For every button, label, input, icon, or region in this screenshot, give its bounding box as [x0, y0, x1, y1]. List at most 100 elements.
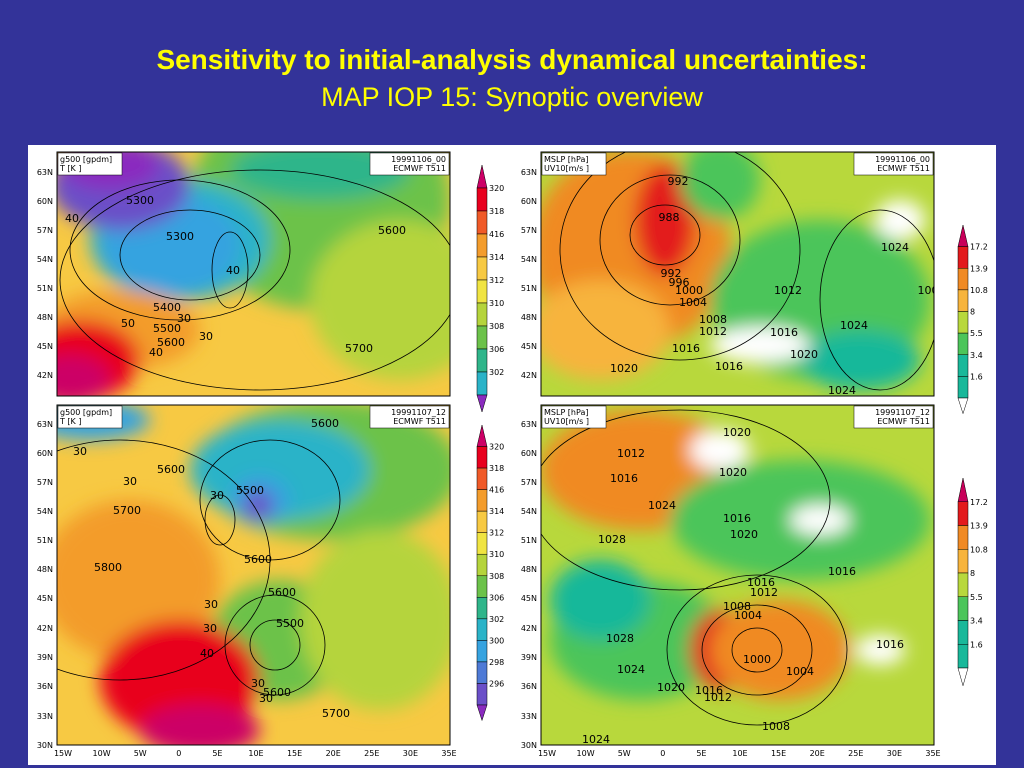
- field-blob: [800, 330, 920, 390]
- lat-label: 63N: [37, 168, 53, 177]
- colorbar-label: 312: [489, 276, 504, 285]
- contour-label: 30: [73, 445, 87, 458]
- contour-label: 1012: [774, 284, 802, 297]
- contour-label: 30: [259, 692, 273, 705]
- colorbar-label: 318: [489, 464, 504, 473]
- lat-label: 57N: [521, 478, 537, 487]
- contour-label: 1012: [699, 325, 727, 338]
- contour-label: 1000: [675, 284, 703, 297]
- contour-label: 5500: [153, 322, 181, 335]
- contour-label: 992: [668, 175, 689, 188]
- lat-label: 48N: [37, 565, 53, 574]
- contour-label: 5600: [263, 686, 291, 699]
- contour: [224, 594, 326, 696]
- colorbar-band: [957, 289, 969, 312]
- contour-label: 5600: [268, 586, 296, 599]
- contour-label: 996: [669, 276, 690, 289]
- lon-label: 10E: [248, 749, 263, 758]
- lat-label: 30N: [37, 741, 53, 750]
- header-box: [369, 152, 450, 176]
- colorbar-label: 10.8: [970, 286, 988, 295]
- contour-label: 1012: [704, 691, 732, 704]
- contour-label: 1012: [750, 586, 778, 599]
- colorbar-label: 3.4: [970, 351, 983, 360]
- colorbar-label: 306: [489, 593, 504, 602]
- lon-label: 15E: [287, 749, 302, 758]
- contour-label: 30: [177, 312, 191, 325]
- colorbar-label: 1.6: [970, 372, 983, 381]
- contour-label: 988: [659, 211, 680, 224]
- map-frame: [540, 404, 935, 746]
- colorbar-label: 8: [970, 308, 975, 317]
- field-blob: [710, 327, 810, 363]
- contour-label: 5800: [94, 561, 122, 574]
- lat-label: 51N: [37, 284, 53, 293]
- contour-label: 5500: [276, 617, 304, 630]
- lon-label: 5W: [134, 749, 147, 758]
- lat-label: 54N: [521, 507, 537, 516]
- slide-title: Sensitivity to initial-analysis dynamica…: [156, 44, 868, 75]
- lat-label: 51N: [521, 284, 537, 293]
- contour-label: 5300: [166, 230, 194, 243]
- contour-label: 30: [123, 475, 137, 488]
- lat-label: 63N: [521, 168, 537, 177]
- lat-label: 51N: [37, 536, 53, 545]
- map-frame: [56, 404, 451, 746]
- colorbar-label: 320: [489, 443, 504, 452]
- contour: [701, 604, 813, 696]
- contour: [559, 152, 801, 361]
- colorbar-label: 320: [489, 184, 504, 193]
- header-left: g500 [gpdm]: [60, 155, 112, 164]
- colorbar-band: [476, 446, 488, 469]
- lat-label: 39N: [521, 653, 537, 662]
- slide-subtitle: MAP IOP 15: Synoptic overview: [321, 82, 703, 112]
- colorbar-band: [476, 553, 488, 577]
- lat-label: 57N: [37, 226, 53, 235]
- colorbar-band: [476, 532, 488, 555]
- contour-label: 5700: [345, 342, 373, 355]
- colorbar-band: [476, 302, 488, 327]
- lon-label: 5W: [618, 749, 631, 758]
- contour-label: 30: [210, 489, 224, 502]
- field-blob: [790, 505, 850, 535]
- contour: [819, 209, 934, 391]
- colorbar-band: [476, 489, 488, 512]
- contour-label: 50: [121, 317, 135, 330]
- lat-label: 33N: [37, 712, 53, 721]
- colorbar-label: 318: [489, 207, 504, 216]
- colorbar-label: 302: [489, 615, 504, 624]
- colorbar-band: [476, 618, 488, 641]
- contour-label: 1012: [617, 447, 645, 460]
- contour-label: 1020: [657, 681, 685, 694]
- lat-label: 60N: [521, 197, 537, 206]
- contour: [541, 409, 831, 591]
- lon-label: 10W: [577, 749, 595, 758]
- colorbar-band: [957, 268, 969, 291]
- colorbar-band: [476, 683, 488, 706]
- field-blob: [710, 600, 850, 700]
- lon-label: 25E: [848, 749, 863, 758]
- contour-label: 1016: [610, 472, 638, 485]
- colorbar-band: [476, 233, 488, 258]
- lat-label: 54N: [521, 255, 537, 264]
- contour: [119, 209, 261, 301]
- lat-label: 42N: [37, 624, 53, 633]
- lat-label: 45N: [521, 342, 537, 351]
- contour-label: 5700: [322, 707, 350, 720]
- colorbar-label: 13.9: [970, 264, 988, 273]
- header-left: T [K ]: [59, 417, 81, 426]
- header-right: ECMWF T511: [877, 417, 930, 426]
- lat-label: 51N: [521, 536, 537, 545]
- lat-label: 60N: [521, 449, 537, 458]
- field-blob: [550, 560, 650, 640]
- map-panel: 1020 1012 1020 1016 1024 1016 1020 1028 1016 1016…: [521, 404, 988, 758]
- lat-label: 54N: [37, 507, 53, 516]
- contour-label: 30: [251, 677, 265, 690]
- lon-label: 35E: [925, 749, 940, 758]
- lat-label: 57N: [521, 226, 537, 235]
- lat-label: 42N: [521, 371, 537, 380]
